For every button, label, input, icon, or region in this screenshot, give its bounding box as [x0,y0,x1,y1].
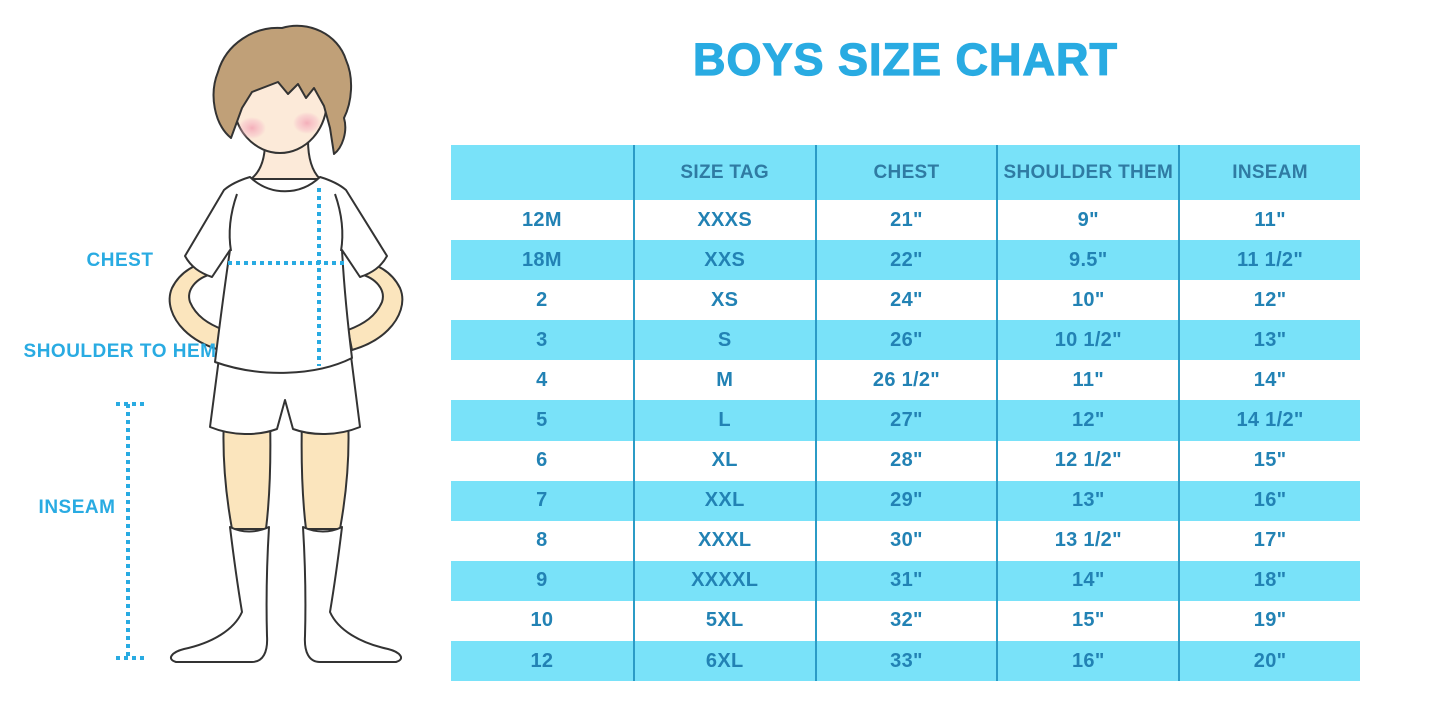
table-cell: XXS [632,240,815,281]
table-cell: 5XL [632,600,815,642]
table-cell: 9" [996,200,1178,241]
table-cell: 10 [530,609,554,632]
table-cell: 15" [996,600,1178,642]
table-cell: 24" [814,280,997,321]
table-cell: 13 1/2" [996,520,1178,561]
boy-right-arm [347,261,404,351]
table-cell: 31" [814,560,997,601]
table-cell: 4 [536,368,548,391]
table-cell: 30" [814,520,997,561]
boy-left-sleeve-seam [228,193,238,252]
table-cell: 26" [814,320,997,361]
table-cell: 21" [814,200,997,241]
shoulder-to-hem-measure-line [317,188,321,366]
table-cell: 9 [451,560,633,601]
table-cell: 10" [996,280,1178,321]
table-cell: 5 [451,400,633,441]
table-cell: 14" [1178,360,1360,401]
table-cell: 3 [451,320,633,361]
table-cell: 14 1/2" [1178,400,1360,441]
table-cell: M [632,360,815,401]
table-cell: 22" [814,240,997,281]
column-header: CHEST [814,145,997,200]
table-cell: 11 1/2" [1178,240,1360,281]
boy-left-arm [168,261,225,351]
table-cell: 12 1/2" [996,440,1178,481]
table-cell: 18M [451,240,633,281]
boy-measurement-diagram: CHEST SHOULDER TO HEM INSEAM [0,0,450,723]
table-cell: 18" [1178,560,1360,601]
table-cell: 12 [451,641,633,682]
table-cell: 20" [1178,641,1360,682]
table-cell: 29" [814,480,997,521]
table-cell: XXXS [632,200,815,241]
table-cell: 7 [451,480,633,521]
boy-left-sock [169,526,270,663]
table-cell: XS [632,280,815,321]
column-header [451,145,633,200]
table-cell: 19" [1178,600,1360,642]
table-cell: 27" [814,400,997,441]
boy-right-sock [302,526,403,663]
inseam-measure-cap-bottom [116,656,144,660]
table-cell: 26 1/2" [814,360,997,401]
inseam-measure-line [126,404,130,659]
column-header: SHOULDER THEM [996,145,1179,200]
boy-illustration-graphic [168,24,404,663]
table-cell: L [632,400,815,441]
table-cell: 11" [1178,200,1360,241]
table-cell: 13" [996,480,1179,521]
boy-left-cheek [238,117,266,139]
table-cell: 16" [1178,480,1360,521]
boy-hair [212,24,352,155]
table-cell: 14" [996,560,1179,601]
table-cell: 16" [996,641,1179,682]
table-cell: 11" [996,360,1178,401]
table-cell: 6 [536,449,548,472]
table-cell: XXL [632,480,815,521]
chest-label: CHEST [86,250,154,271]
boy-right-cheek [293,112,321,134]
size-table: SIZE TAG CHEST SHOULDER THEM INSEAM 12M XXXS 2… [451,145,1360,682]
table-cell: 33" [814,641,997,682]
table-cell: 6XL [632,641,815,682]
table-cell: 2 [536,288,548,311]
table-cell: 32" [814,600,997,642]
boy-tshirt [184,176,388,374]
table-cell: 8 [536,529,548,552]
table-cell: 10 1/2" [996,320,1179,361]
page-title: BOYS SIZE CHART [692,33,1119,85]
table-cell: XXXL [632,520,815,561]
inseam-label: INSEAM [38,497,116,518]
table-cell: S [632,320,815,361]
table-cell: 15" [1178,440,1360,481]
table-cell: 12" [1178,280,1360,321]
column-header: INSEAM [1178,145,1360,200]
table-cell: 12M [521,208,562,231]
table-cell: 12" [996,400,1179,441]
boy-right-sleeve-seam [334,193,344,252]
table-cell: XXXXL [632,560,815,601]
table-cell: 28" [814,440,997,481]
table-cell: 9.5" [996,240,1179,281]
column-header: SIZE TAG [632,145,815,200]
table-cell: 17" [1178,520,1360,561]
table-cell: XL [632,440,815,481]
table-cell: 13" [1178,320,1360,361]
shoulder-to-hem-label: SHOULDER TO HEM [23,341,217,362]
inseam-measure-cap-top [116,402,144,406]
chest-measure-line [228,261,348,265]
